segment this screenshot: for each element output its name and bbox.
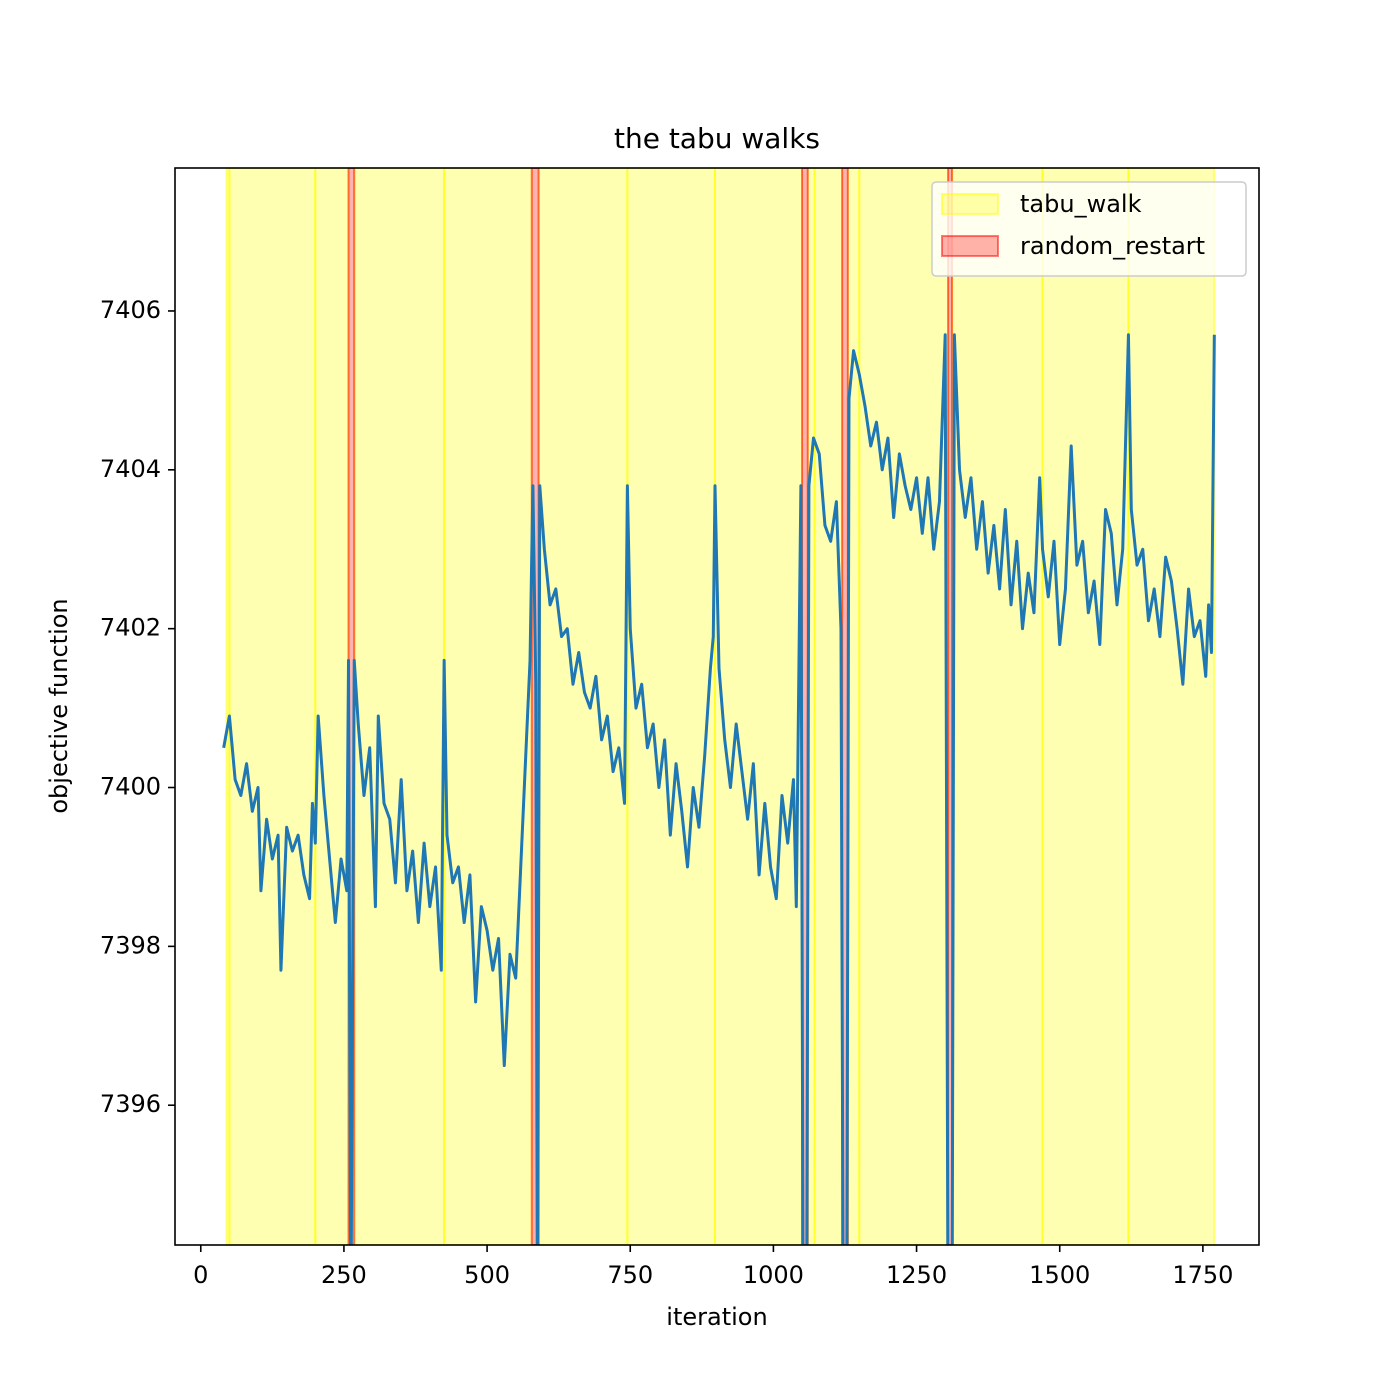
- ticks: 0 250 500 750 1000 1250 1500 1750 7396 7398 7400 74…: [100, 296, 1233, 1289]
- legend: tabu_walk random_restart: [931, 181, 1247, 277]
- span: [858, 168, 950, 1245]
- y-tick-label: 7396: [100, 1090, 161, 1118]
- span: [813, 168, 844, 1245]
- span: [713, 168, 804, 1245]
- span: [1041, 168, 1130, 1245]
- span: [1127, 168, 1216, 1245]
- x-tick-label: 1250: [886, 1261, 947, 1289]
- data-line: [222, 333, 1216, 1245]
- span: [314, 168, 350, 1245]
- spans: [225, 168, 1216, 1245]
- plot-lines: [222, 333, 1216, 1245]
- y-tick-label: 7404: [100, 455, 161, 483]
- span: [626, 168, 716, 1245]
- x-tick-label: 1750: [1172, 1261, 1233, 1289]
- x-tick-label: 1500: [1029, 1261, 1090, 1289]
- x-axis-label: iteration: [666, 1303, 767, 1331]
- y-tick-label: 7400: [100, 773, 161, 801]
- x-tick-label: 0: [193, 1261, 208, 1289]
- y-tick-label: 7398: [100, 931, 161, 959]
- x-tick-label: 500: [464, 1261, 510, 1289]
- legend-swatch: [941, 193, 999, 215]
- y-tick-label: 7406: [100, 296, 161, 324]
- span: [353, 168, 446, 1245]
- legend-label: random_restart: [1020, 232, 1205, 260]
- y-axis-label: objective function: [45, 598, 73, 813]
- legend-swatch: [941, 235, 999, 257]
- span: [537, 168, 629, 1245]
- x-tick-label: 250: [321, 1261, 367, 1289]
- y-tick-label: 7402: [100, 614, 161, 642]
- span: [228, 168, 317, 1245]
- x-tick-label: 1000: [743, 1261, 804, 1289]
- span: [443, 168, 533, 1245]
- legend-label: tabu_walk: [1020, 190, 1142, 218]
- plot-frame: [174, 167, 1260, 1246]
- legend-box: [931, 181, 1247, 277]
- span: [951, 168, 1044, 1245]
- chart-title: the tabu walks: [614, 122, 820, 155]
- x-tick-label: 750: [607, 1261, 653, 1289]
